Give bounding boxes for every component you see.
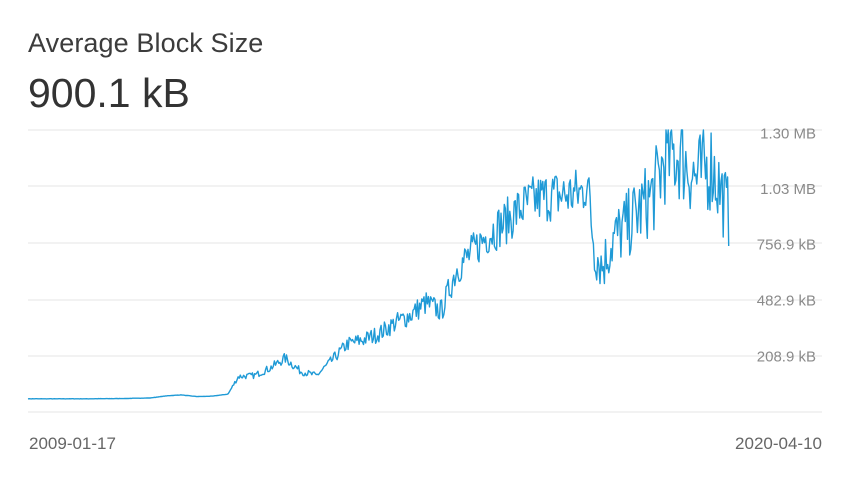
y-tick-label: 482.9 kB: [757, 292, 816, 309]
series-layer: [27, 129, 730, 400]
y-tick-label: 1.30 MB: [760, 126, 816, 143]
x-axis-end-label: 2020-04-10: [735, 434, 822, 453]
chart-title: Average Block Size: [28, 28, 264, 58]
y-tick-labels: 208.9 kB 482.9 kB 756.9 kB 1.03 MB 1.30 MB: [757, 126, 816, 366]
current-value: 900.1 kB: [28, 70, 190, 116]
y-tick-label: 208.9 kB: [757, 348, 816, 365]
y-tick-label: 1.03 MB: [760, 181, 816, 198]
grid-lines: [28, 129, 822, 413]
x-axis-start-label: 2009-01-17: [29, 434, 116, 453]
y-tick-label: 756.9 kB: [757, 237, 816, 254]
series-line: [27, 129, 730, 400]
